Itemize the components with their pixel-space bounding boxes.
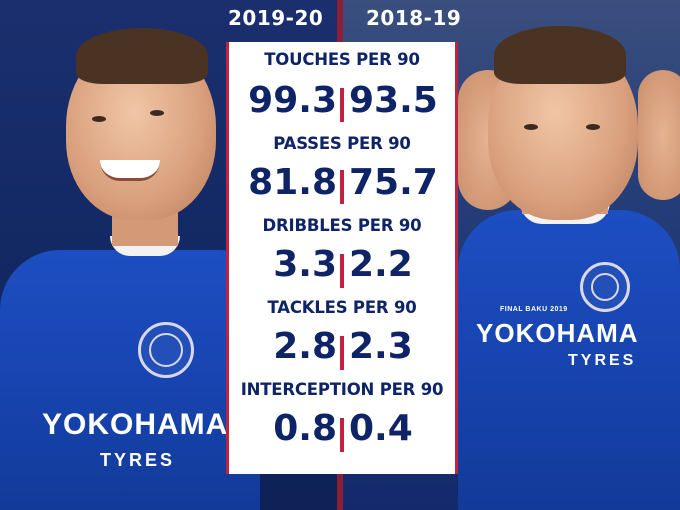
season-left-label: 2019-20 (228, 6, 324, 30)
stat-interception-2019-20: 0.8 (273, 408, 337, 449)
player-right-hair (494, 26, 626, 84)
stat-dribbles-separator (340, 254, 344, 288)
player-right-photo: FINAL BAKU 2019 YOKOHAMA TYRES (458, 0, 680, 510)
stat-tackles-2019-20: 2.8 (273, 326, 337, 367)
stat-title-dribbles: DRIBBLES PER 90 (262, 216, 422, 235)
stat-title-passes: PASSES PER 90 (273, 134, 411, 153)
stat-passes-2018-19: 75.7 (349, 162, 438, 203)
player-right-final-patch: FINAL BAKU 2019 (500, 306, 568, 313)
stat-interception-separator (340, 418, 344, 452)
stats-panel: TOUCHES PER 90 99.3 93.5 PASSES PER 90 8… (226, 42, 458, 474)
stat-title-interception: INTERCEPTION PER 90 (240, 380, 444, 399)
stat-title-tackles: TACKLES PER 90 (267, 298, 417, 317)
stat-touches-2018-19: 93.5 (349, 80, 438, 121)
player-left-shirt (0, 250, 260, 510)
stat-dribbles-2019-20: 3.3 (273, 244, 337, 285)
player-right-eye-left (524, 124, 538, 130)
player-left-eye-right (150, 110, 164, 116)
player-left-sponsor-line1: YOKOHAMA (42, 408, 229, 441)
stat-interception-2018-19: 0.4 (349, 408, 413, 449)
stat-title-touches: TOUCHES PER 90 (264, 50, 420, 69)
player-right-sponsor-line2: TYRES (568, 352, 637, 369)
player-right-sponsor-line1: YOKOHAMA (476, 318, 639, 348)
player-left-photo: YOKOHAMA TYRES (0, 0, 260, 510)
player-left-club-crest (138, 322, 194, 378)
player-left-sponsor-line2: TYRES (100, 450, 176, 470)
player-right-shirt (458, 210, 680, 510)
stat-dribbles-2018-19: 2.2 (349, 244, 413, 285)
stat-touches-2019-20: 99.3 (248, 80, 337, 121)
stat-tackles-separator (340, 336, 344, 370)
stat-touches-separator (340, 88, 344, 122)
player-left-hair (76, 28, 208, 84)
stat-tackles-2018-19: 2.3 (349, 326, 413, 367)
stat-passes-separator (340, 170, 344, 204)
season-right-label: 2018-19 (366, 6, 462, 30)
player-right-club-crest (580, 262, 630, 312)
player-left-eye-left (92, 116, 106, 122)
player-right-arm-right (638, 70, 680, 200)
player-left-smile (100, 160, 160, 181)
player-right-eye-right (586, 124, 600, 130)
stat-passes-2019-20: 81.8 (248, 162, 337, 203)
